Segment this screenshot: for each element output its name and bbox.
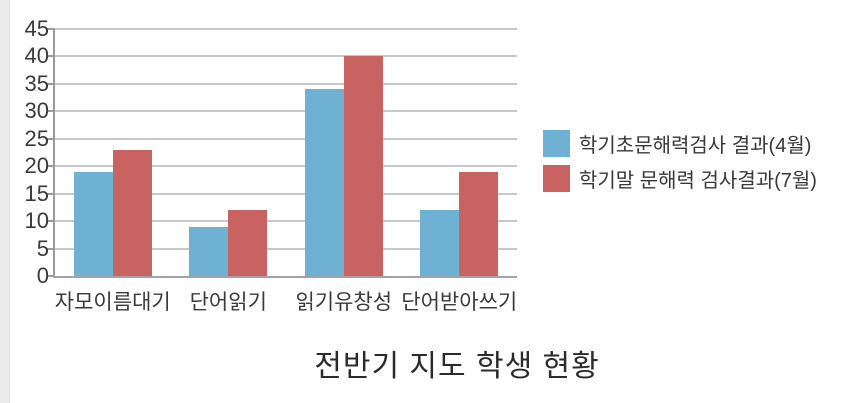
gridline-15: [55, 192, 517, 195]
legend-label-series2: 학기말 문해력 검사결과(7월): [579, 170, 817, 192]
y-tick-label-35: 35: [24, 70, 49, 96]
y-axis-line: [53, 28, 55, 276]
chart-legend: 학기초문해력검사 결과(4월) 학기말 문해력 검사결과(7월): [543, 130, 817, 192]
legend-label-series1: 학기초문해력검사 결과(4월): [579, 135, 812, 157]
gridline-30: [55, 110, 517, 113]
y-axis-tick-45: [47, 28, 55, 30]
gridline-35: [55, 82, 517, 85]
legend-item-series2: 학기말 문해력 검사결과(7월): [543, 165, 817, 192]
y-axis-tick-0: [47, 275, 55, 277]
bar-series1-단어받아쓰기: [420, 210, 460, 276]
y-axis-tick-5: [47, 247, 55, 250]
y-axis-tick-20: [47, 165, 55, 168]
legend-item-series1: 학기초문해력검사 결과(4월): [543, 130, 817, 157]
y-tick-label-0: 0: [36, 263, 49, 288]
x-category-label-자모이름대기: 자모이름대기: [54, 291, 171, 314]
y-tick-label-45: 45: [24, 16, 49, 41]
y-axis-tick-40: [47, 55, 55, 58]
gridline-40: [55, 55, 517, 58]
y-tick-label-20: 20: [24, 153, 49, 179]
bar-series1-단어읽기: [189, 226, 229, 276]
gridline-25: [55, 137, 517, 140]
bar-series2-읽기유창성: [343, 56, 383, 276]
y-tick-label-15: 15: [24, 180, 49, 206]
y-axis-tick-25: [47, 137, 55, 140]
bar-series1-자모이름대기: [73, 171, 113, 276]
y-tick-label-25: 25: [24, 125, 49, 151]
gridline-5: [55, 247, 517, 250]
x-category-label-읽기유창성: 읽기유창성: [295, 291, 393, 314]
page-margin-strip: [0, 0, 10, 403]
bar-chart-plot-area: 0 5 10 15 20 25 30 35 40 45 자모이름대기 단어읽기 읽기유창성 단어받아쓰기: [25, 17, 518, 315]
x-category-label-단어읽기: 단어읽기: [189, 291, 267, 314]
gridline-45: [55, 28, 517, 30]
bar-series2-자모이름대기: [112, 149, 152, 276]
gridline-20: [55, 165, 517, 168]
x-category-label-단어받아쓰기: 단어받아쓰기: [401, 291, 518, 314]
y-axis-tick-35: [47, 82, 55, 85]
y-axis-tick-30: [47, 110, 55, 113]
series2-color-swatch: [543, 165, 570, 192]
y-tick-label-5: 5: [36, 235, 49, 261]
y-tick-label-30: 30: [24, 98, 49, 124]
x-axis-line: [53, 276, 517, 278]
bar-series2-단어받아쓰기: [459, 171, 499, 276]
bar-series2-단어읽기: [228, 210, 268, 276]
y-axis-tick-10: [47, 220, 55, 223]
gridline-10: [55, 220, 517, 223]
y-tick-label-40: 40: [24, 43, 49, 69]
bar-series1-읽기유창성: [304, 89, 344, 276]
y-axis-tick-15: [47, 192, 55, 195]
chart-title: 전반기 지도 학생 현황: [314, 350, 600, 383]
y-tick-label-10: 10: [24, 208, 49, 234]
series1-color-swatch: [543, 130, 570, 157]
